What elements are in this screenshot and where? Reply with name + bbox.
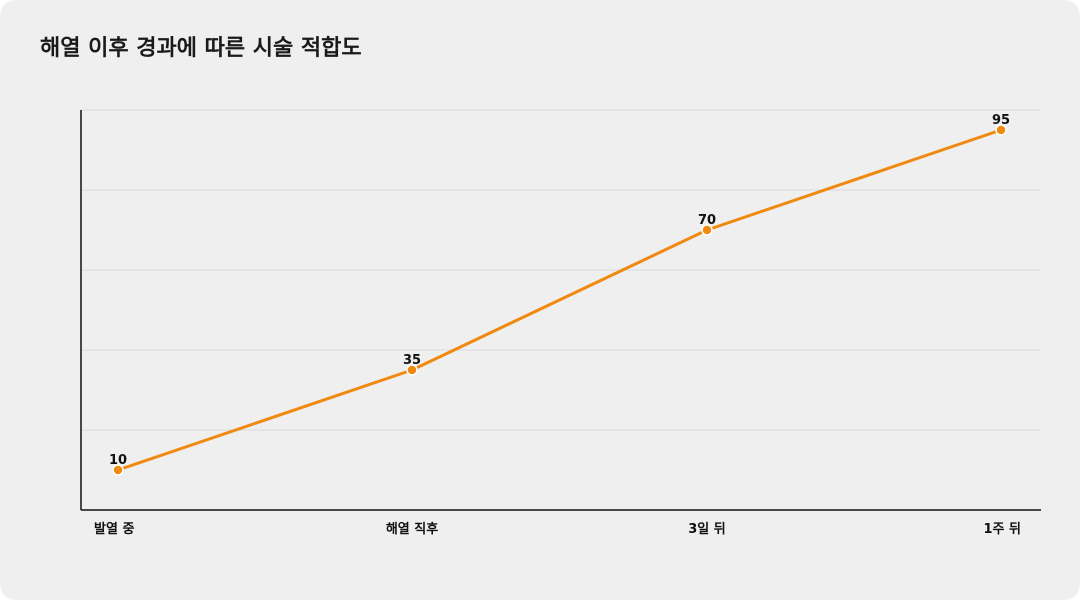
x-tick-labels: 발열 중 해열 직후 3일 뒤 1주 뒤 xyxy=(94,521,1021,537)
data-label-3: 95 xyxy=(992,113,1010,128)
x-tick-label-0: 발열 중 xyxy=(94,521,134,537)
data-label-1: 35 xyxy=(403,353,421,368)
data-point-3 xyxy=(995,124,1007,136)
data-point-1 xyxy=(406,364,418,376)
x-tick-label-3: 1주 뒤 xyxy=(984,522,1022,537)
axes xyxy=(80,110,1041,511)
series-line-0 xyxy=(117,128,1002,472)
data-point-0 xyxy=(112,464,124,476)
data-label-0: 10 xyxy=(109,453,127,468)
gridlines xyxy=(81,109,1041,431)
x-tick-label-1: 해열 직후 xyxy=(386,521,438,537)
series-group: 10 35 70 95 xyxy=(109,113,1010,476)
x-tick-label-2: 3일 뒤 xyxy=(688,522,726,537)
data-point-2 xyxy=(701,224,713,236)
chart-title: 해열 이후 경과에 따른 시술 적합도 xyxy=(40,36,362,61)
data-label-2: 70 xyxy=(698,213,716,228)
